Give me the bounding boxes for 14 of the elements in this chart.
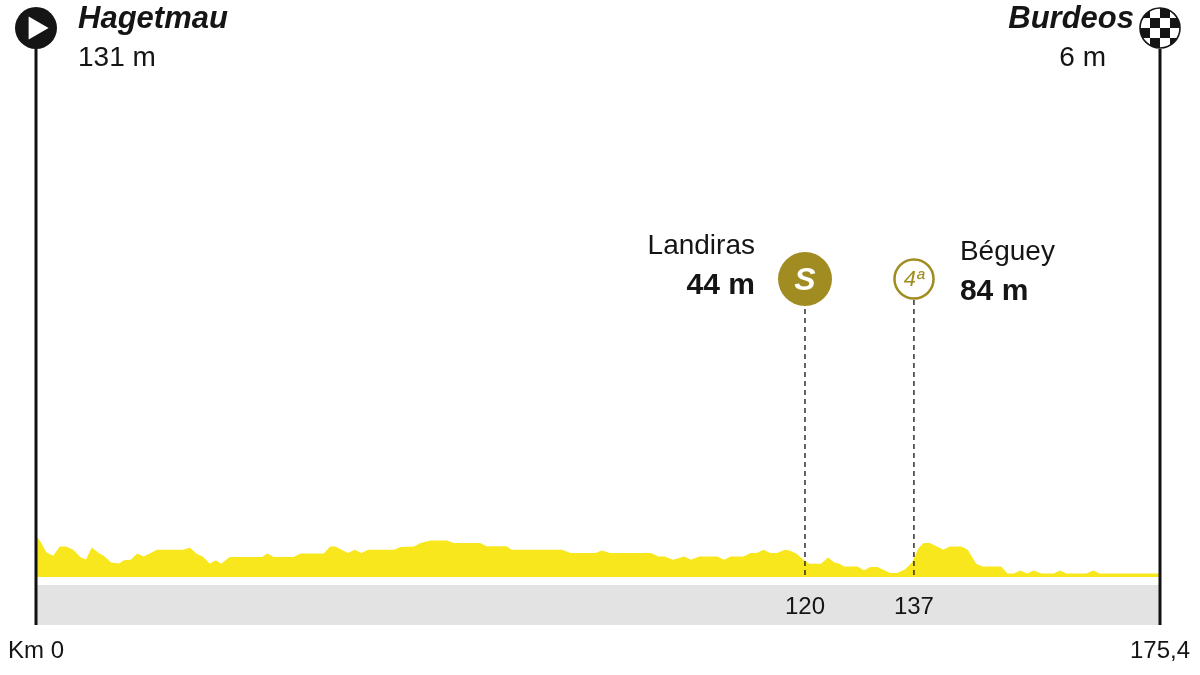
text: 6 m [1059,40,1106,72]
text: S [794,261,816,297]
x-tick-label: 137 [893,591,934,619]
text: 84 m [959,272,1029,306]
text: Hagetmau [78,0,228,35]
text: 131 m [78,40,156,72]
text: Béguey [959,234,1055,266]
text: Landiras [647,228,755,260]
text: 44 m [686,266,755,300]
x-tick-label: 120 [784,591,826,619]
text: Km 0 [7,635,65,663]
text: 4ª [903,266,925,291]
text: Burdeos [1008,0,1134,35]
text: 175,4 [1129,635,1191,663]
